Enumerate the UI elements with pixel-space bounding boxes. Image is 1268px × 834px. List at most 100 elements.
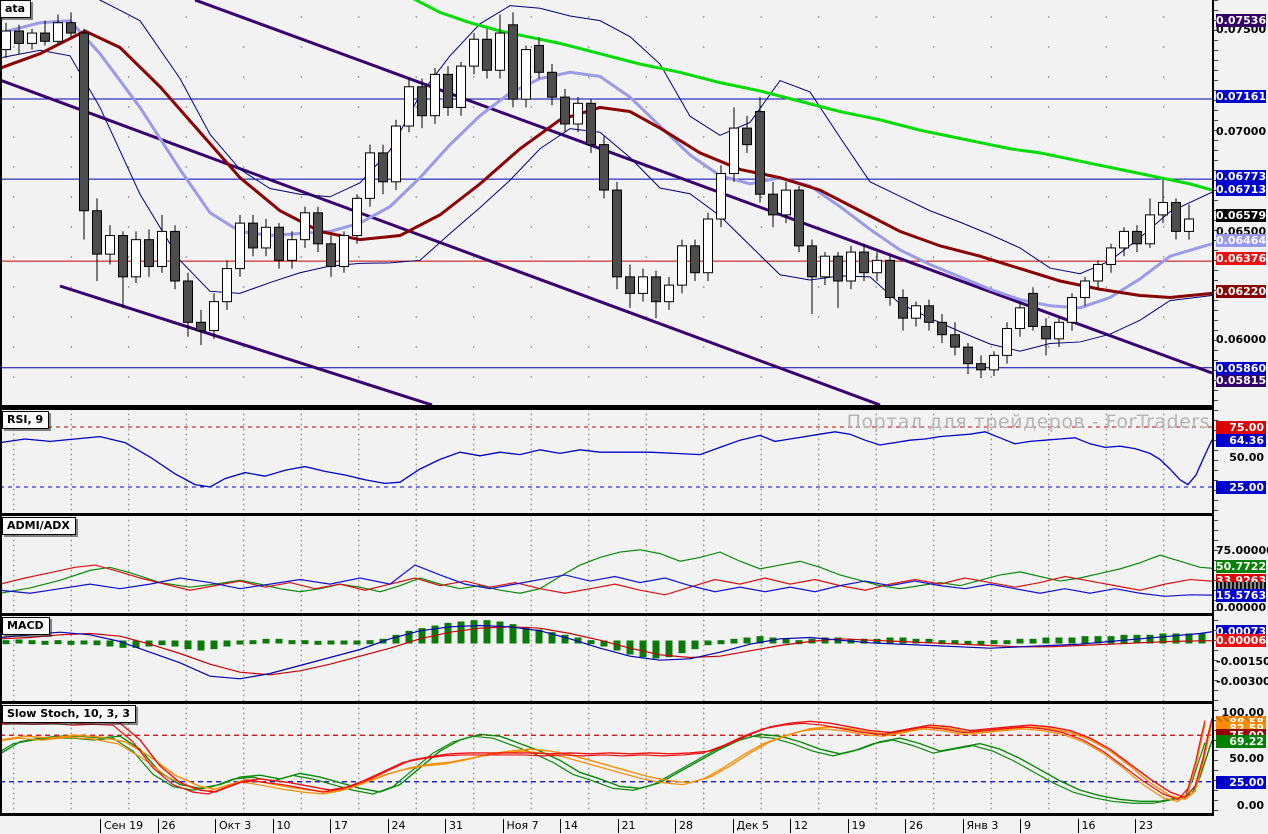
panel-separator[interactable] <box>0 405 1268 410</box>
macd-histogram-bar <box>457 621 465 644</box>
price-axis[interactable]: 0.07500 0.07000 0.06500 0.06000 0.07536 0.071… <box>1214 0 1268 816</box>
macd-histogram-bar <box>626 640 634 655</box>
macd-histogram-bar <box>509 624 517 644</box>
date-label: 19 <box>847 819 866 833</box>
macd-histogram-bar <box>470 620 478 644</box>
macd-histogram-bar <box>1003 640 1011 645</box>
macd-histogram-bar <box>587 640 595 645</box>
adx-axis-label: 0.00000 <box>1216 601 1267 614</box>
candlestick <box>287 239 297 261</box>
macd-histogram-bar <box>340 640 348 645</box>
macd-histogram-bar <box>54 640 62 645</box>
price-panel[interactable] <box>0 0 1212 405</box>
date-axis[interactable]: Сен 19 26 Окт 3 10 17 24 31 Ноя 7 14 21 28 Дек 5 12 1… <box>0 818 1268 834</box>
candlestick <box>326 243 336 268</box>
macd-histogram-bar <box>990 640 998 645</box>
candlestick <box>833 255 843 282</box>
candlestick <box>937 321 947 336</box>
date-label: 31 <box>445 819 463 833</box>
adx-panel[interactable] <box>0 516 1212 613</box>
candlestick <box>950 334 960 348</box>
panel-separator[interactable] <box>0 613 1268 616</box>
candlestick <box>963 346 973 365</box>
macd-histogram-bar <box>392 634 400 644</box>
candlestick <box>40 32 50 42</box>
price-axis-label: 0.06773 <box>1216 170 1267 183</box>
candlestick <box>118 235 128 278</box>
macd-histogram-bar <box>535 629 543 644</box>
macd-histogram-bar <box>639 640 647 658</box>
axis-border <box>1212 0 1214 816</box>
candlestick <box>1145 214 1155 245</box>
macd-line <box>0 624 1212 680</box>
candlestick <box>1015 307 1025 330</box>
macd-histogram-bar <box>210 640 218 650</box>
price-axis-label: 0.06376 <box>1216 252 1267 265</box>
macd-histogram-bar <box>158 640 166 646</box>
candlestick <box>521 49 531 100</box>
price-axis-label: 0.07536 <box>1216 14 1267 27</box>
candlestick <box>300 212 310 241</box>
macd-histogram-bar <box>912 638 920 644</box>
macd-histogram-bar <box>496 621 504 644</box>
macd-histogram-bar <box>691 640 699 650</box>
panel-separator[interactable] <box>0 513 1268 516</box>
adx-indicator-label[interactable]: ADMI/ADX <box>2 517 76 535</box>
date-label: 21 <box>617 819 636 833</box>
rsi-axis-label: 25.00 <box>1216 481 1266 494</box>
candlestick <box>391 125 401 183</box>
adx-axis-label: 75.00000 <box>1216 544 1268 557</box>
macd-histogram-bar <box>106 640 114 647</box>
price-axis-label: 0.06713 <box>1216 183 1267 196</box>
candlestick <box>365 152 375 199</box>
macd-histogram-bar <box>1120 634 1128 644</box>
macd-panel[interactable] <box>0 616 1212 701</box>
candlestick <box>846 251 856 282</box>
macd-histogram-bar <box>483 620 491 644</box>
stoch-axis-label: 69.22 <box>1216 735 1266 748</box>
candlestick <box>79 32 89 212</box>
macd-histogram-bar <box>925 638 933 644</box>
macd-histogram-bar <box>1172 633 1180 644</box>
macd-histogram-bar <box>548 632 556 644</box>
candlestick <box>131 239 141 278</box>
candlestick <box>976 363 986 371</box>
macd-histogram-bar <box>431 625 439 644</box>
rsi-axis-label: 50.00 <box>1229 451 1264 464</box>
stoch-axis-label: 0.00 <box>1236 799 1264 812</box>
rsi-indicator-label[interactable]: RSI, 9 <box>2 411 50 429</box>
candlestick <box>443 73 453 108</box>
stoch-green-k-line <box>0 733 1212 802</box>
window-title-partial[interactable]: ata <box>0 0 32 18</box>
trendline <box>59 284 433 405</box>
candlestick <box>196 321 206 332</box>
candlestick <box>352 197 362 237</box>
candlestick <box>1067 297 1077 323</box>
macd-histogram-bar <box>795 640 803 645</box>
price-axis-label: 0.06464 <box>1216 234 1267 247</box>
candlestick <box>209 301 219 332</box>
macd-histogram-bar <box>652 640 660 659</box>
candlestick <box>638 276 648 294</box>
macd-histogram-bar <box>288 640 296 645</box>
candlestick <box>1028 292 1038 327</box>
panel-separator[interactable] <box>0 701 1268 704</box>
macd-indicator-label[interactable]: MACD <box>2 617 50 635</box>
stoch-panel[interactable] <box>0 704 1212 813</box>
candlestick <box>703 218 713 274</box>
macd-histogram-bar <box>938 640 946 645</box>
axis-ticks <box>1214 0 1218 816</box>
candlestick <box>144 239 154 268</box>
adx-axis-label: 50.77224 <box>1216 560 1268 573</box>
candlestick <box>170 230 180 282</box>
rsi-panel[interactable] <box>0 410 1212 513</box>
candlestick <box>1093 263 1103 282</box>
price-axis-label: 0.06000 <box>1216 333 1267 346</box>
candlestick <box>508 24 518 100</box>
candlestick <box>599 144 609 191</box>
macd-histogram-bar <box>67 640 75 645</box>
price-axis-label: 0.06220 <box>1216 285 1267 298</box>
stoch-indicator-label[interactable]: Slow Stoch, 10, 3, 3 <box>2 705 136 723</box>
candlestick <box>872 259 882 274</box>
